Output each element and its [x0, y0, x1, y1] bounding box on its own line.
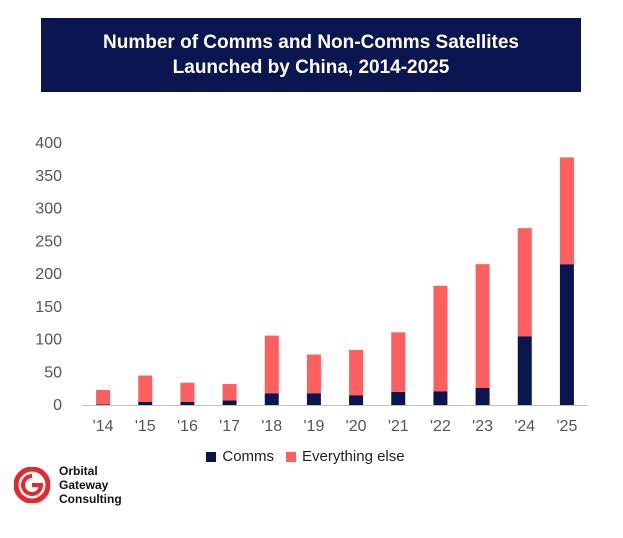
bar-comms: [180, 401, 195, 405]
y-tick-label: 250: [35, 233, 62, 250]
brand-line-2: Gateway: [59, 478, 109, 492]
bar-everything-else: [138, 375, 153, 402]
bar-everything-else: [349, 349, 364, 396]
y-tick-label: 100: [35, 332, 62, 349]
x-tick-label: '20: [346, 418, 367, 435]
y-tick-label: 400: [35, 135, 62, 152]
x-tick-label: '24: [514, 418, 535, 435]
y-tick-label: 150: [35, 299, 62, 316]
y-tick-label: 350: [35, 168, 62, 185]
bar-comms: [264, 393, 279, 405]
x-tick-label: '25: [556, 418, 577, 435]
bar-comms: [433, 391, 448, 405]
bar-everything-else: [475, 264, 490, 388]
chart-title-banner: Number of Comms and Non-Comms Satellites…: [41, 18, 581, 92]
x-tick-label: '23: [472, 418, 493, 435]
x-tick-label: '17: [219, 418, 240, 435]
x-tick-label: '19: [303, 418, 324, 435]
x-tick-label: '22: [430, 418, 451, 435]
x-tick-label: '21: [388, 418, 409, 435]
chart-title-line-2: Launched by China, 2014-2025: [172, 57, 450, 78]
bar-everything-else: [517, 228, 532, 337]
bar-comms: [391, 391, 406, 405]
x-axis: '14 '15 '16 '17 '18 '19 '20 '21 '22 '23 '24 '25: [93, 418, 578, 435]
bar-everything-else: [180, 382, 195, 402]
bar-comms: [349, 395, 364, 405]
legend-item-everything-else: Everything else: [286, 448, 405, 465]
bar-everything-else: [559, 157, 574, 265]
bar-everything-else: [306, 354, 321, 394]
y-tick-label: 0: [53, 397, 62, 414]
legend: Comms Everything else: [0, 448, 623, 465]
bars-group: [96, 157, 574, 405]
legend-label-comms: Comms: [222, 448, 275, 465]
brand-name: Orbital Gateway Consulting: [59, 464, 122, 506]
bar-everything-else: [433, 285, 448, 392]
brand-logo: Orbital Gateway Consulting: [14, 464, 122, 506]
brand-line-1: Orbital: [59, 464, 98, 478]
bar-everything-else: [391, 332, 406, 392]
bar-comms: [96, 404, 111, 405]
x-tick-label: '18: [261, 418, 282, 435]
legend-swatch-comms: [206, 451, 217, 462]
brand-line-3: Consulting: [59, 492, 122, 506]
legend-item-comms: Comms: [206, 448, 274, 465]
bar-comms: [517, 336, 532, 405]
bar-comms: [222, 400, 237, 405]
y-tick-label: 200: [35, 266, 62, 283]
bar-comms: [559, 264, 574, 405]
legend-swatch-everything-else: [286, 451, 297, 462]
legend-label-everything-else: Everything else: [302, 448, 405, 465]
bar-comms: [475, 387, 490, 405]
y-tick-label: 300: [35, 201, 62, 218]
y-tick-label: 50: [44, 364, 62, 381]
bar-everything-else: [264, 335, 279, 394]
orbital-gateway-logo-icon: [14, 467, 50, 503]
x-tick-label: '15: [135, 418, 156, 435]
bar-everything-else: [96, 389, 111, 405]
bar-comms: [138, 401, 153, 405]
y-axis: 0 50 100 150 200 250 300 350 400: [35, 135, 62, 414]
bar-everything-else: [222, 384, 237, 401]
x-tick-label: '16: [177, 418, 198, 435]
x-tick-label: '14: [93, 418, 114, 435]
bar-comms: [306, 393, 321, 405]
chart-title-line-1: Number of Comms and Non-Comms Satellites: [103, 32, 519, 53]
